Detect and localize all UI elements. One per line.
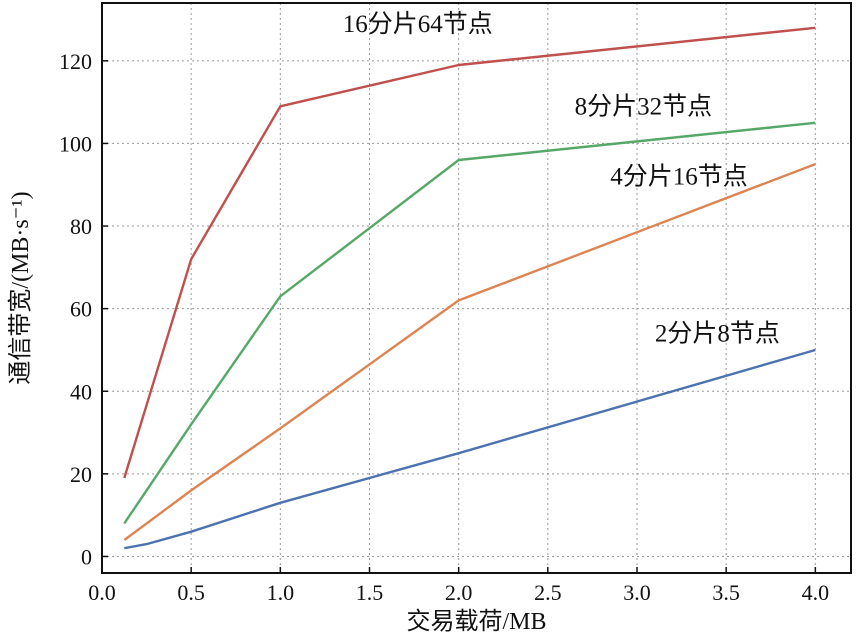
axis-ticks: 0.0 0.5 1.0 1.5 2.0 2.5 3.0 3.5 4.0 0 20 40 60 80 100 1… [59, 49, 829, 605]
x-tick-label: 4.0 [802, 580, 830, 605]
series-label-2: 8分片32节点 [575, 93, 713, 121]
series-line-2 [123, 121, 816, 525]
series-label-4: 2分片8节点 [655, 320, 780, 348]
x-tick-label: 3.0 [623, 580, 651, 605]
x-tick-label: 1.5 [356, 580, 384, 605]
y-tick-label: 100 [59, 131, 92, 156]
series-line-4 [124, 348, 816, 550]
y-tick-label: 40 [70, 379, 92, 404]
series-line-3 [123, 162, 816, 541]
y-axis-label: 通信带宽/(MB·s⁻¹) [7, 191, 34, 384]
x-tick-label: 3.5 [712, 580, 740, 605]
series-label-3: 4分片16节点 [610, 163, 748, 191]
plot-frame [101, 2, 852, 574]
x-tick-label: 2.5 [534, 580, 562, 605]
y-tick-label: 0 [81, 544, 92, 569]
series-labels: 16分片64节点 8分片32节点 4分片16节点 2分片8节点 [343, 10, 780, 348]
x-tick-label: 0.5 [177, 580, 205, 605]
x-tick-label: 0.0 [88, 580, 116, 605]
y-tick-label: 60 [70, 297, 92, 322]
series-label-1: 16分片64节点 [343, 10, 493, 38]
grid-lines [101, 3, 851, 573]
series-line-1 [123, 26, 816, 479]
y-tick-label: 80 [70, 214, 92, 239]
y-tick-label: 120 [59, 49, 92, 74]
x-tick-label: 1.0 [267, 580, 295, 605]
series-lines [123, 26, 816, 550]
x-tick-label: 2.0 [445, 580, 473, 605]
x-axis-label: 交易载荷/MB [406, 608, 546, 635]
y-tick-label: 20 [70, 462, 92, 487]
